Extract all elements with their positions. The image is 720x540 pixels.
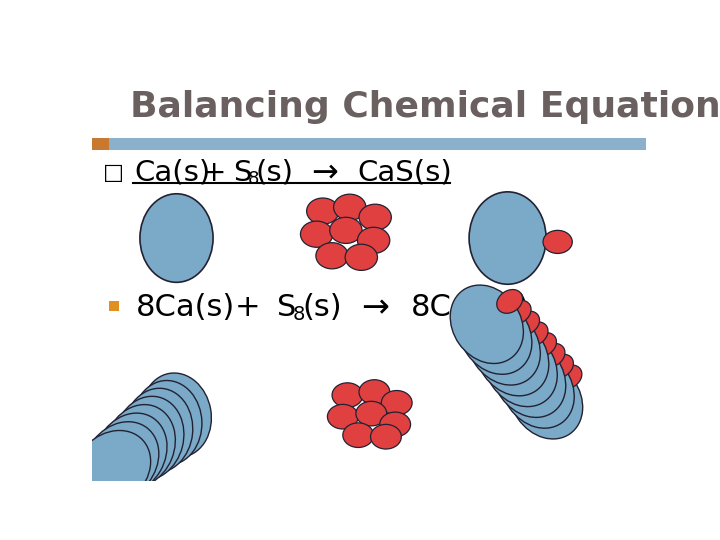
Ellipse shape <box>114 396 184 480</box>
Ellipse shape <box>467 307 540 385</box>
Ellipse shape <box>94 413 167 494</box>
Text: (s): (s) <box>255 159 293 187</box>
Text: 8Ca(s): 8Ca(s) <box>135 293 235 322</box>
Ellipse shape <box>356 401 387 426</box>
Bar <box>92 138 109 150</box>
Ellipse shape <box>382 390 412 415</box>
Ellipse shape <box>316 242 348 269</box>
Ellipse shape <box>556 365 582 389</box>
Ellipse shape <box>357 227 390 253</box>
Text: →: → <box>311 157 338 188</box>
Ellipse shape <box>132 381 202 465</box>
Ellipse shape <box>332 383 363 408</box>
Ellipse shape <box>84 422 159 501</box>
Text: □: □ <box>103 163 124 183</box>
Ellipse shape <box>73 430 150 508</box>
Text: S: S <box>276 293 296 322</box>
Text: +: + <box>202 159 226 187</box>
Ellipse shape <box>359 380 390 404</box>
Ellipse shape <box>123 388 193 473</box>
Ellipse shape <box>531 333 557 356</box>
Ellipse shape <box>522 322 548 346</box>
Ellipse shape <box>505 300 531 324</box>
Bar <box>109 301 119 311</box>
Ellipse shape <box>469 192 546 284</box>
Ellipse shape <box>307 198 339 224</box>
Text: CaS(s): CaS(s) <box>357 159 452 187</box>
Ellipse shape <box>543 231 572 253</box>
Ellipse shape <box>140 194 213 282</box>
Text: S: S <box>233 159 251 187</box>
Ellipse shape <box>333 194 366 220</box>
Text: 8CaS(s): 8CaS(s) <box>411 293 530 322</box>
Ellipse shape <box>371 424 401 449</box>
Ellipse shape <box>359 204 392 231</box>
Text: Balancing Chemical Equations: Balancing Chemical Equations <box>130 90 720 124</box>
Ellipse shape <box>330 217 362 244</box>
Ellipse shape <box>343 423 374 448</box>
Ellipse shape <box>379 412 410 437</box>
Ellipse shape <box>328 404 359 429</box>
Ellipse shape <box>510 361 582 439</box>
Ellipse shape <box>501 350 575 428</box>
Text: 8: 8 <box>248 170 258 188</box>
Text: →: → <box>361 291 390 324</box>
Ellipse shape <box>492 339 566 417</box>
Ellipse shape <box>142 373 212 457</box>
Ellipse shape <box>476 318 549 396</box>
Ellipse shape <box>484 328 557 407</box>
Ellipse shape <box>450 285 523 363</box>
Ellipse shape <box>497 289 523 313</box>
Ellipse shape <box>548 354 573 378</box>
Ellipse shape <box>513 311 539 335</box>
Bar <box>92 138 647 150</box>
Text: 8: 8 <box>293 305 305 324</box>
Ellipse shape <box>345 244 377 271</box>
Ellipse shape <box>300 221 333 247</box>
Text: (s): (s) <box>302 293 341 322</box>
Text: +: + <box>234 293 260 322</box>
Ellipse shape <box>539 343 565 367</box>
Ellipse shape <box>459 296 532 374</box>
Ellipse shape <box>104 404 176 487</box>
Text: Ca(s): Ca(s) <box>134 159 210 187</box>
